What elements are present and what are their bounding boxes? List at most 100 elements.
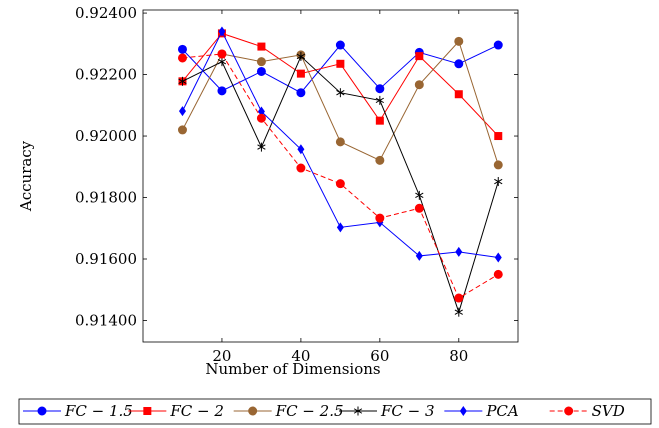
y-tick-label: 0.92000 xyxy=(75,127,137,145)
y-tick-label: 0.91800 xyxy=(75,189,137,207)
y-tick-label: 0.91600 xyxy=(75,250,137,268)
data-point xyxy=(375,84,385,94)
y-tick-label: 0.92200 xyxy=(75,66,137,84)
data-point xyxy=(296,88,306,98)
x-tick-label: 80 xyxy=(449,347,468,365)
data-point xyxy=(493,160,503,170)
data-point xyxy=(493,269,503,279)
legend-marker xyxy=(37,406,47,416)
series-4 xyxy=(178,51,503,317)
data-point xyxy=(257,42,266,51)
star-stroke xyxy=(336,90,345,96)
data-point xyxy=(296,51,306,61)
data-point xyxy=(217,86,227,96)
star-stroke xyxy=(454,309,463,315)
legend-entry-6: SVD xyxy=(549,402,625,420)
data-point xyxy=(336,222,344,233)
star-stroke xyxy=(178,78,187,85)
legend-label: SVD xyxy=(592,402,625,420)
legend-label: FC − 2.5 xyxy=(275,402,344,420)
data-point xyxy=(335,137,345,147)
legend-entry-5: PCA xyxy=(444,402,519,420)
data-point xyxy=(178,106,186,117)
data-point xyxy=(336,88,345,98)
y-tick-label: 0.91400 xyxy=(75,311,137,329)
legend-label: PCA xyxy=(485,402,519,420)
data-point xyxy=(454,293,464,303)
series-5 xyxy=(178,26,502,263)
data-point xyxy=(335,179,345,189)
plot-frame xyxy=(142,9,519,343)
axis-ticks: 20 40 60 80 0.91400 0.91600 0.91800 0.92000 0.92… xyxy=(75,4,518,365)
data-point xyxy=(257,106,265,117)
legend-box xyxy=(18,398,652,425)
y-tick-label: 0.92400 xyxy=(75,4,137,22)
legend-marker xyxy=(353,406,363,416)
legend: FC − 1.5 FC − 2 FC − 2.5 FC − 3 PCA SVD xyxy=(18,398,652,425)
legend-label: FC − 2 xyxy=(169,402,224,420)
data-point xyxy=(256,66,266,76)
data-point xyxy=(218,26,226,37)
data-point xyxy=(414,203,424,213)
series-line xyxy=(182,44,499,94)
data-point xyxy=(177,53,187,63)
legend-marker xyxy=(459,406,467,416)
data-point xyxy=(454,59,464,69)
series-line xyxy=(182,53,499,299)
star-stroke xyxy=(415,192,424,199)
legend-entry-3: FC − 2.5 xyxy=(233,402,344,420)
data-point xyxy=(454,307,463,317)
data-point xyxy=(493,40,503,50)
star-stroke xyxy=(257,144,266,150)
x-tick-label: 40 xyxy=(291,347,310,365)
data-point xyxy=(177,44,187,54)
star-stroke xyxy=(296,53,306,60)
data-point xyxy=(494,252,502,263)
x-tick-label: 60 xyxy=(370,347,389,365)
data-point xyxy=(217,57,227,67)
legend-entry-2: FC − 2 xyxy=(128,402,224,420)
legend-label: FC − 1.5 xyxy=(64,402,133,420)
legend-marker xyxy=(248,406,258,416)
data-point xyxy=(415,52,424,61)
star-stroke xyxy=(494,178,503,185)
data-point xyxy=(296,69,305,78)
legend-marker xyxy=(143,407,152,415)
series-layer xyxy=(177,26,503,317)
legend-marker xyxy=(564,406,574,416)
data-point xyxy=(375,213,385,223)
data-point xyxy=(415,190,424,200)
x-tick-label: 20 xyxy=(212,347,231,365)
y-axis-title: Accuracy xyxy=(17,140,35,212)
data-point xyxy=(375,155,385,165)
data-point xyxy=(335,40,345,50)
legend-entry-1: FC − 1.5 xyxy=(23,402,133,420)
data-point xyxy=(414,80,424,90)
plot-border xyxy=(142,9,519,343)
data-point xyxy=(336,59,345,68)
x-axis-title: Number of Dimensions xyxy=(205,360,380,378)
data-point xyxy=(178,76,187,86)
data-point xyxy=(494,132,503,141)
data-point xyxy=(257,142,266,152)
data-point xyxy=(494,177,503,187)
series-6 xyxy=(177,49,503,303)
data-point xyxy=(297,144,305,155)
legend-entry-4: FC − 3 xyxy=(339,402,435,420)
data-point xyxy=(375,116,384,125)
star-stroke xyxy=(353,408,363,414)
data-point xyxy=(217,49,227,59)
star-stroke xyxy=(375,97,384,104)
series-3 xyxy=(177,36,503,170)
data-point xyxy=(454,90,463,99)
legend-label: FC − 3 xyxy=(380,402,435,420)
data-point xyxy=(177,125,187,135)
star-stroke xyxy=(217,58,227,65)
data-point xyxy=(455,246,463,257)
data-point xyxy=(375,95,384,105)
data-point xyxy=(256,113,266,123)
data-point xyxy=(454,36,464,46)
data-point xyxy=(296,163,306,173)
